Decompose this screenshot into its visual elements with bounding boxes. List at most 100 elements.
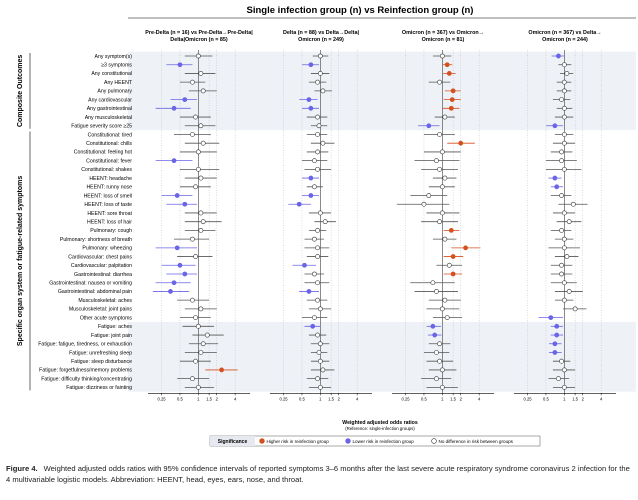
- or-point: [193, 114, 198, 120]
- or-point: [315, 227, 320, 233]
- panel-title: Delta|Omicron (n = 85): [170, 37, 228, 43]
- or-point: [315, 114, 320, 120]
- legend: Significance Higher risk in reinfection g…: [209, 435, 541, 447]
- or-point: [552, 123, 558, 129]
- or-point: [442, 114, 448, 120]
- or-point: [444, 315, 450, 320]
- or-point: [315, 376, 320, 382]
- or-point: [193, 184, 198, 190]
- row-label: Fatigue: joint pain: [91, 333, 132, 339]
- or-point: [315, 149, 320, 155]
- or-point: [308, 62, 314, 68]
- or-point: [561, 114, 567, 120]
- or-point: [559, 227, 564, 233]
- or-point: [315, 79, 320, 85]
- or-point: [458, 140, 464, 146]
- or-point: [434, 350, 439, 355]
- or-point: [439, 384, 445, 390]
- row-label: ≥3 symptoms: [101, 63, 132, 69]
- or-point: [190, 297, 195, 303]
- group-label: Composite Outcomes: [17, 55, 24, 127]
- x-tick-label: 0.5: [177, 396, 183, 401]
- legend-swatch: [345, 438, 351, 444]
- or-point: [430, 280, 436, 286]
- panel-title: Omicron (n = 244): [542, 37, 588, 43]
- or-point: [450, 254, 456, 259]
- or-point: [198, 123, 204, 129]
- panel-title: Omicron (n = 367) vs Omicron→: [402, 30, 484, 36]
- row-label: Any HEENT: [104, 80, 133, 86]
- x-tick-label: 4: [478, 396, 481, 401]
- row-label: Any constitutional: [91, 71, 132, 77]
- x-tick-label: 0.5: [299, 396, 305, 401]
- forest-panel: Delta (n = 88) vs Delta→Delta|Omicron (n…: [270, 30, 372, 401]
- or-point: [193, 358, 198, 364]
- row-label: Fatigue severity score ≥25: [71, 124, 132, 130]
- row-label: Fatigue: difficulty thinking/concentrati…: [41, 376, 132, 382]
- or-point: [195, 53, 201, 59]
- x-tick-label: 0.25: [279, 396, 288, 401]
- or-point: [561, 140, 567, 146]
- or-point: [439, 306, 445, 312]
- or-point: [182, 97, 188, 102]
- x-tick-label: 0.5: [543, 396, 549, 401]
- row-label: Constitutional: tired: [88, 132, 133, 138]
- or-point: [190, 236, 195, 242]
- row-label: HEENT: headache: [89, 176, 132, 182]
- group-label: Specific organ system or fatigue-related…: [17, 176, 24, 346]
- or-point: [437, 358, 442, 364]
- row-label: Gastrointestinal: diarrhea: [74, 272, 132, 278]
- or-point: [308, 105, 314, 111]
- or-point: [312, 271, 317, 277]
- or-point: [564, 71, 570, 76]
- row-label: Fatigue: unrefreshing sleep: [69, 350, 132, 356]
- or-point: [200, 219, 206, 225]
- or-point: [198, 306, 204, 312]
- or-point: [439, 53, 445, 59]
- forest-panel: Omicron (n = 367) vs Omicron→Omicron (n …: [392, 30, 494, 401]
- or-point: [426, 123, 432, 129]
- or-point: [302, 262, 307, 268]
- row-labels: Any symptom(s) ≥3 symptoms Any constitutio…: [38, 54, 133, 391]
- or-point: [317, 71, 323, 76]
- row-label: Constitutional: shakes: [81, 167, 132, 173]
- x-tick-label: 2: [460, 396, 463, 401]
- or-point: [559, 149, 564, 155]
- x-axis-sublabel: (Reference: single-infection groups): [345, 426, 415, 431]
- or-point: [561, 79, 567, 85]
- or-point: [320, 88, 326, 94]
- or-point: [315, 280, 320, 286]
- x-tick-label: 4: [356, 396, 359, 401]
- or-point: [306, 289, 312, 294]
- or-point: [317, 341, 323, 347]
- or-point: [177, 62, 183, 68]
- or-point: [437, 219, 442, 225]
- or-point: [317, 384, 323, 390]
- or-point: [198, 227, 204, 233]
- legend-title-cell: [210, 436, 255, 446]
- or-point: [177, 262, 183, 268]
- or-point: [572, 306, 578, 312]
- or-point: [312, 184, 317, 190]
- row-label: Fatigue: aches: [98, 324, 132, 330]
- or-point: [310, 323, 316, 329]
- legend-swatch: [259, 438, 265, 444]
- row-label: HEENT: sore throat: [87, 211, 132, 217]
- or-point: [559, 262, 564, 268]
- or-point: [552, 341, 558, 347]
- row-label: Any gastrointestinal: [87, 106, 132, 112]
- legend-swatch: [431, 438, 437, 444]
- or-point: [316, 123, 322, 129]
- or-point: [442, 297, 448, 303]
- figure-caption: Figure 4. Weighted adjusted odds ratios w…: [6, 463, 634, 485]
- or-point: [439, 210, 445, 216]
- x-tick-label: 1: [441, 396, 444, 401]
- or-point: [171, 105, 177, 111]
- or-point: [190, 376, 195, 382]
- or-point: [448, 105, 454, 111]
- row-label: Pulmonary: cough: [90, 228, 132, 234]
- or-point: [198, 175, 204, 181]
- x-tick-label: 2: [338, 396, 341, 401]
- or-point: [200, 140, 206, 146]
- or-point: [561, 105, 567, 111]
